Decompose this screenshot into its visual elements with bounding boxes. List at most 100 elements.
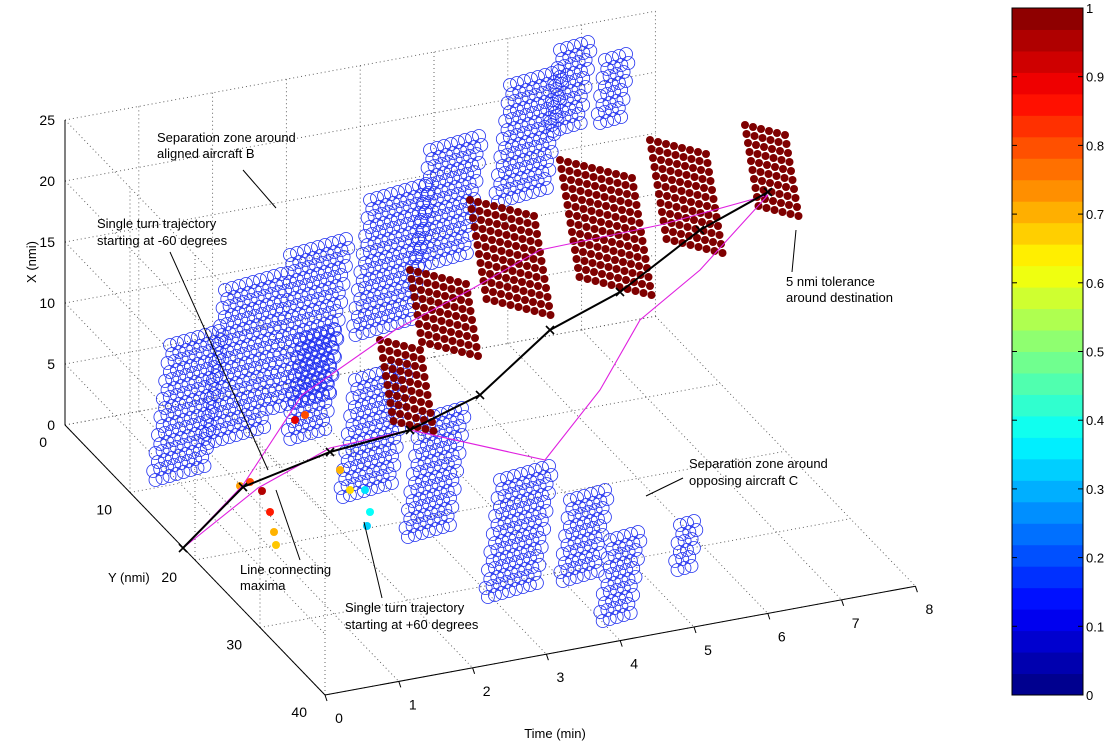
prob-dot [706,177,715,185]
prob-dot [501,222,509,230]
zone-circle [488,509,503,523]
prob-dot [470,223,479,231]
prob-dot [559,174,567,182]
zone-circle [318,370,333,384]
zone-circle [352,468,367,482]
prob-dot [605,220,613,228]
zone-circle [574,64,588,78]
zone-circle [517,101,531,115]
zone-circle [603,533,617,547]
zone-circle [169,467,184,481]
prob-dot [402,403,411,411]
prob-dot [708,186,716,194]
prob-dot [565,210,573,218]
prob-dot [617,249,626,257]
zone-circle [174,431,189,445]
prob-dot [774,181,782,189]
zone-circle [354,450,369,464]
zone-circle [190,461,205,475]
prob-dot [466,196,474,204]
zone-circle [367,236,382,250]
zone-circle [163,338,177,352]
zone-circle [407,242,422,256]
zone-circle [357,380,372,394]
prob-dot [620,267,629,275]
colorbar-cell [1012,158,1083,181]
zone-circle [338,472,353,486]
zone-circle [303,269,318,283]
zone-circle [213,319,228,333]
prob-dot [790,185,798,193]
prob-dot [513,294,521,302]
zone-circle [377,478,392,492]
colorbar-cell [1012,652,1083,675]
zone-circle [259,298,274,312]
zone-circle [591,512,605,526]
prob-dot [616,240,624,248]
prob-dot [774,138,783,146]
prob-dot [458,305,467,313]
prob-dot [592,191,601,199]
zone-circle [483,545,498,559]
prob-dot [575,178,583,186]
prob-dot [562,192,570,200]
prob-dot [702,150,710,158]
zone-circle [593,546,607,560]
zone-circle [673,518,687,532]
zone-circle [504,191,519,205]
zone-circle [532,506,547,520]
prob-dot [680,205,689,213]
prob-dot [695,157,704,165]
prob-dot [517,226,525,234]
zone-circle [169,363,184,377]
prob-dot [674,169,683,177]
zone-circle [231,410,246,424]
prob-dot [519,287,528,295]
tick-labels: 0 1 2 3 4 5 6 7 8 0 10 20 30 40 0 5 10 15 20 25 [39,112,933,726]
zone-circle [310,319,325,333]
prob-dot [576,230,584,238]
zone-circle [474,138,489,152]
zone-circle [434,184,449,198]
prob-dot [650,163,659,171]
prob-dot [510,233,519,241]
prob-dot [512,242,520,250]
zone-circle [457,410,472,424]
zone-circle [684,559,699,573]
prob-dot [409,353,418,361]
time-tick-label: 0 [335,710,343,726]
prob-dot [587,207,596,215]
zone-circle [598,53,612,67]
zone-circle [483,572,498,586]
prob-dot [761,152,770,160]
zone-circle [600,492,615,506]
zone-circle [537,147,552,161]
zone-circle [478,581,493,595]
zone-circle [338,259,353,273]
zone-circle [583,566,598,580]
prob-dot [701,236,709,244]
zone-circle [250,422,265,436]
zone-circle [201,436,216,450]
prob-dot [682,171,691,179]
zone-circle [595,528,610,542]
zone-circle [338,445,353,459]
zone-circle [439,148,454,162]
prob-dot [618,206,626,214]
x-tick-label: 5 [47,356,55,372]
zone-circle [422,170,437,184]
prob-dot [491,254,499,262]
prob-dot [704,211,713,219]
zone-circle [578,80,593,94]
zone-circle [628,570,643,584]
zone-circle [370,480,385,494]
zone-circle [376,216,391,230]
zone-circle [299,305,314,319]
maxima-marker [405,425,415,435]
prob-dot [404,369,413,377]
maxima-marker [763,187,773,197]
zone-circle [207,335,222,349]
zone-circle [548,106,562,120]
prob-dot [663,149,672,157]
zone-circle [422,472,437,486]
